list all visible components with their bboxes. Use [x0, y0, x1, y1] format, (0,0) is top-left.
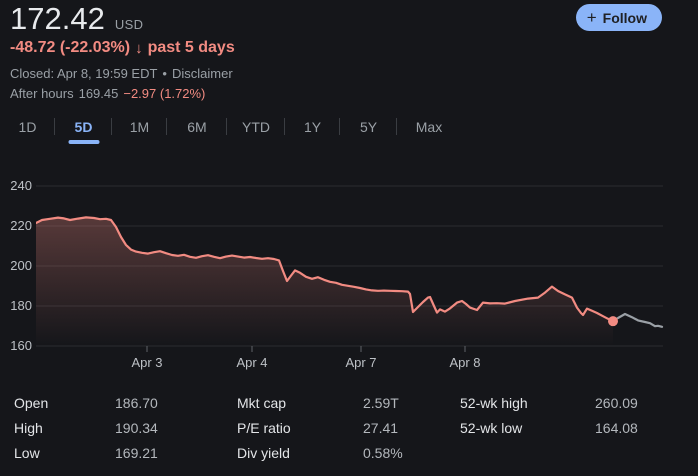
- after-hours-label: After hours: [10, 86, 74, 101]
- stat-row-52wk-low: 52-wk low 164.08: [460, 419, 638, 436]
- current-price: 172.42: [10, 1, 105, 36]
- y-axis-label: 200: [10, 258, 32, 273]
- after-hours-change: −2.97 (1.72%): [123, 86, 206, 101]
- change-period: past 5 days: [147, 39, 235, 56]
- x-axis-label: Apr 8: [449, 355, 481, 370]
- y-axis-label: 240: [10, 178, 32, 193]
- chart-canvas[interactable]: [36, 176, 664, 356]
- stat-row-div-yield: Div yield 0.58%: [237, 444, 403, 461]
- stat-row-pe-ratio: P/E ratio 27.41: [237, 419, 399, 436]
- stats-column-1: Open 186.70 High 190.34 Low 169.21: [14, 390, 229, 465]
- currency-label: USD: [114, 17, 144, 32]
- price-change: -48.72 (-22.03%): [10, 39, 131, 56]
- time-range-tabs: 1D 5D 1M 6M YTD 1Y 5Y Max: [0, 112, 461, 144]
- market-closed-text: Closed: Apr 8, 19:59 EDT: [10, 66, 158, 81]
- y-axis-label: 220: [10, 218, 32, 233]
- chart-y-axis: 240 220 200 180 160: [0, 176, 32, 356]
- stats-column-2: Mkt cap 2.59T P/E ratio 27.41 Div yield …: [237, 390, 452, 465]
- active-tab-underline: [68, 140, 99, 144]
- after-hours-price: 169.45: [78, 86, 119, 101]
- tab-5d[interactable]: 5D: [55, 112, 112, 144]
- stat-row-low: Low 169.21: [14, 444, 158, 461]
- dot-separator: •: [162, 66, 167, 81]
- regular-hours-line: [36, 216, 615, 323]
- area-fill: [36, 217, 613, 346]
- follow-button[interactable]: + Follow: [575, 4, 662, 31]
- stat-row-open: Open 186.70: [14, 394, 158, 411]
- after-hours-row: After hours 169.45 −2.97 (1.72%): [10, 86, 205, 101]
- tab-5y[interactable]: 5Y: [340, 112, 397, 142]
- tab-max[interactable]: Max: [415, 119, 443, 135]
- market-status-row: Closed: Apr 8, 19:59 EDT • Disclaimer: [10, 66, 233, 81]
- disclaimer-link[interactable]: Disclaimer: [171, 66, 233, 81]
- y-axis-label: 180: [10, 298, 32, 313]
- x-axis-label: Apr 3: [131, 355, 163, 370]
- after-hours-line: [611, 312, 664, 328]
- price-change-row: -48.72 (-22.03%) ↓ past 5 days: [10, 39, 235, 57]
- follow-button-label: Follow: [602, 9, 647, 26]
- x-axis-label: Apr 4: [236, 355, 268, 370]
- stat-row-mkt-cap: Mkt cap 2.59T: [237, 394, 399, 411]
- plus-icon: +: [586, 8, 597, 27]
- last-price-dot: [608, 316, 618, 327]
- stat-row-high: High 190.34: [14, 419, 158, 436]
- price-header: 172.42 USD: [10, 0, 143, 38]
- tab-1y[interactable]: 1Y: [285, 112, 340, 142]
- tab-6m[interactable]: 6M: [167, 112, 227, 142]
- price-chart[interactable]: Apr 3 Apr 4 Apr 7 Apr 8: [36, 176, 664, 376]
- stat-row-52wk-high: 52-wk high 260.09: [460, 394, 638, 411]
- arrow-down-icon: ↓: [135, 39, 143, 57]
- x-axis-label: Apr 7: [345, 355, 377, 370]
- tab-ytd[interactable]: YTD: [227, 112, 285, 142]
- y-axis-label: 160: [10, 338, 32, 353]
- tab-1m[interactable]: 1M: [112, 112, 167, 142]
- tab-1d[interactable]: 1D: [0, 112, 55, 142]
- stats-column-3: 52-wk high 260.09 52-wk low 164.08: [460, 390, 685, 440]
